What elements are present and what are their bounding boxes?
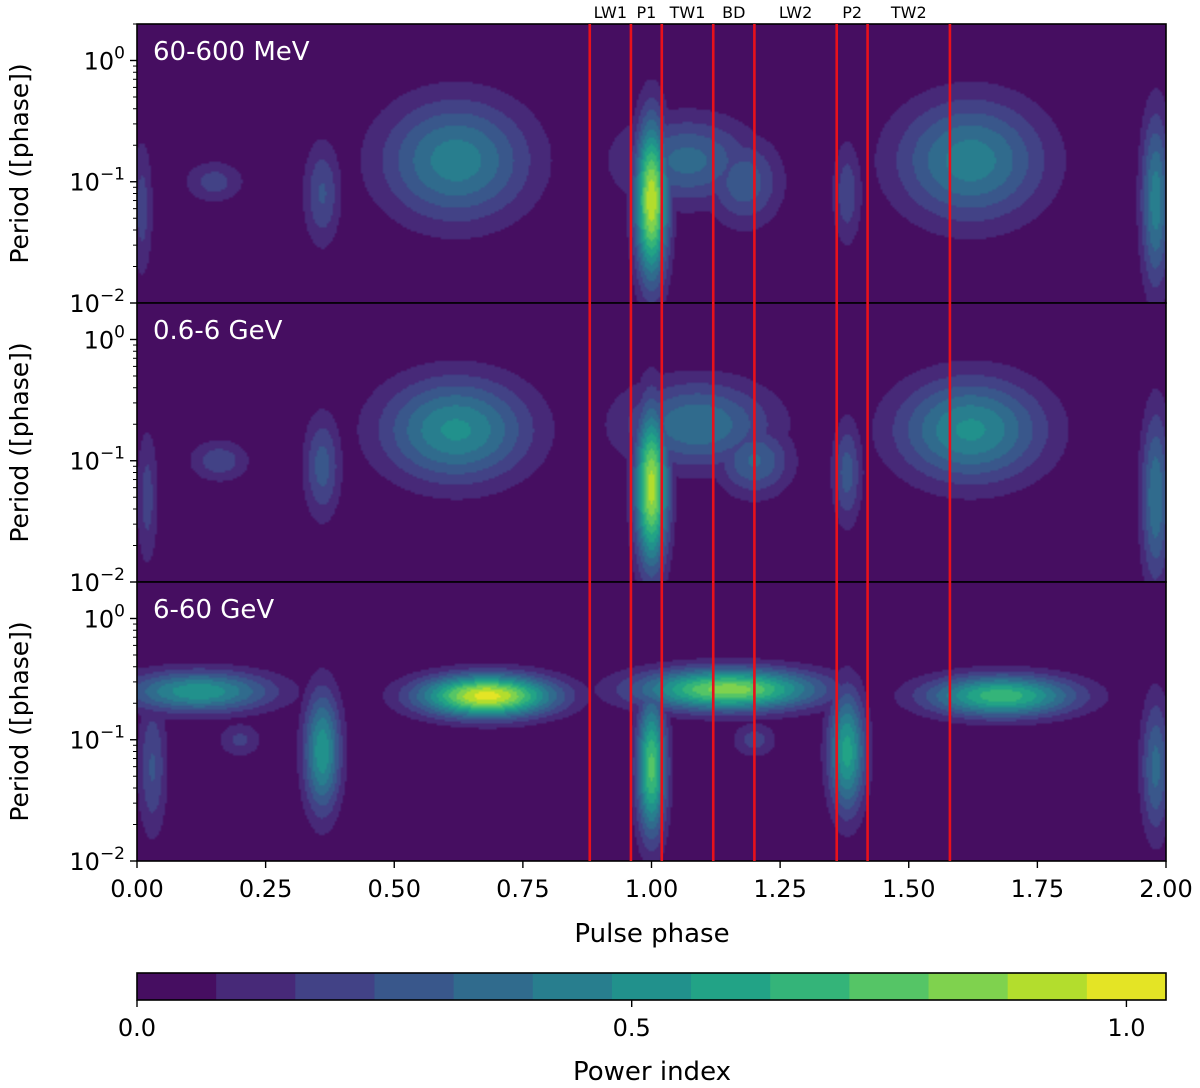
y-tick-label: 10−2 xyxy=(69,565,125,597)
region-labels: LW1 P1 TW1 BD LW2 P2 TW2 xyxy=(594,3,927,22)
panel-1: 60-600 MeV 100 10−1 10−2 Period ([phase]) xyxy=(5,23,1167,318)
colorbar-label: Power index xyxy=(573,1057,731,1087)
heatmap-2 xyxy=(137,303,1166,582)
colorbar-segment xyxy=(928,973,1009,1000)
y-tick-label: 100 xyxy=(84,322,125,354)
y-tick-label: 100 xyxy=(84,43,125,75)
y-tick-label: 10−1 xyxy=(69,444,125,476)
colorbar-segment xyxy=(216,973,296,1000)
y-tick-label: 100 xyxy=(84,601,125,633)
heatmap-3 xyxy=(137,582,1166,861)
region-label: TW2 xyxy=(890,3,927,22)
region-label: P1 xyxy=(636,3,656,22)
region-label: TW1 xyxy=(669,3,706,22)
region-label: LW1 xyxy=(594,3,627,22)
colorbar-segment xyxy=(691,973,771,1000)
y-axis-label: Period ([phase]) xyxy=(5,63,34,263)
y-axis-label: Period ([phase]) xyxy=(5,621,34,821)
phase-boundary-lines xyxy=(588,24,952,861)
colorbar-segment xyxy=(849,973,930,1000)
y-tick-label: 10−2 xyxy=(69,844,125,876)
panel-3: 6-60 GeV 100 10−1 10−2 Period ([phase]) xyxy=(5,581,1167,876)
colorbar-frame xyxy=(136,972,1167,1001)
y-axis-label: Period ([phase]) xyxy=(5,342,34,542)
panel-label: 60-600 MeV xyxy=(153,37,310,67)
colorbar-tick-label: 1.0 xyxy=(1107,1014,1145,1042)
colorbar: Power index 0.0 0.5 1.0 xyxy=(118,972,1167,1087)
y-tick-label: 10−1 xyxy=(69,165,125,197)
heatmap-1 xyxy=(137,24,1166,303)
colorbar-tick-label: 0.5 xyxy=(613,1014,651,1042)
y-tick-label: 10−2 xyxy=(69,286,125,318)
x-tick-label: 0.00 xyxy=(110,875,163,903)
x-tick-label: 2.00 xyxy=(1139,875,1192,903)
x-tick-label: 1.25 xyxy=(753,875,806,903)
colorbar-segment xyxy=(770,973,850,1000)
x-tick-label: 0.50 xyxy=(368,875,421,903)
x-tick-label: 1.50 xyxy=(882,875,935,903)
colorbar-segment xyxy=(374,973,455,1000)
x-tick-label: 1.75 xyxy=(1011,875,1064,903)
panel-label: 6-60 GeV xyxy=(153,595,274,625)
colorbar-segment xyxy=(453,973,534,1000)
y-tick-label: 10−1 xyxy=(69,723,125,755)
x-axis: Pulse phase 0.00 0.25 0.50 0.75 1.00 1.25 1.50… xyxy=(110,861,1193,949)
panel-2: 0.6-6 GeV 100 10−1 10−2 Period ([phase]) xyxy=(5,302,1167,597)
region-label: P2 xyxy=(842,3,862,22)
region-label: LW2 xyxy=(779,3,812,22)
colorbar-segment xyxy=(1086,973,1167,1000)
x-tick-label: 1.00 xyxy=(625,875,678,903)
colorbar-segment xyxy=(532,973,613,1000)
colorbar-tick-label: 0.0 xyxy=(118,1014,156,1042)
x-tick-label: 0.25 xyxy=(239,875,292,903)
region-label: BD xyxy=(722,3,745,22)
x-tick-label: 0.75 xyxy=(496,875,549,903)
panel-label: 0.6-6 GeV xyxy=(153,316,283,346)
x-axis-label: Pulse phase xyxy=(574,919,729,949)
colorbar-segment xyxy=(137,973,217,1000)
colorbar-segment xyxy=(295,973,376,1000)
colorbar-segment xyxy=(1007,973,1088,1000)
colorbar-segment xyxy=(611,973,692,1000)
